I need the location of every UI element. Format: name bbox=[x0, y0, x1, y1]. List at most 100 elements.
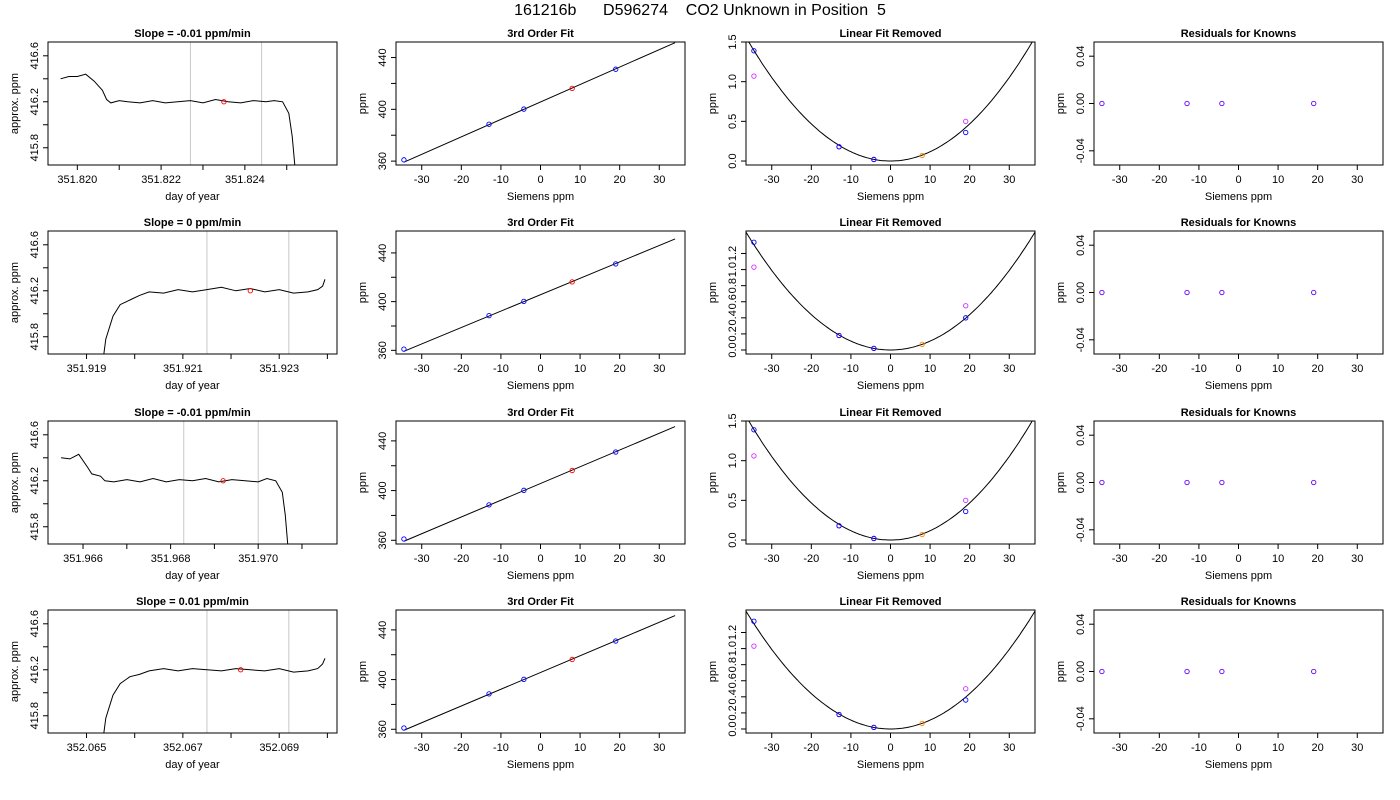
known-point bbox=[521, 298, 527, 305]
plot-frame bbox=[1093, 41, 1384, 166]
plot-data bbox=[1099, 479, 1317, 486]
x-axis-label: day of year bbox=[165, 191, 220, 203]
plot-data bbox=[60, 42, 296, 165]
x-tick-label: 351.820 bbox=[57, 174, 97, 186]
fit-line bbox=[403, 615, 676, 731]
x-tick-label: 30 bbox=[653, 363, 665, 375]
panel-title: Residuals for Knowns bbox=[1181, 407, 1297, 419]
panel-title: Residuals for Knowns bbox=[1181, 217, 1297, 229]
x-tick-label: 10 bbox=[1272, 742, 1284, 754]
x-tick-label: 10 bbox=[574, 742, 586, 754]
residual-point bbox=[1219, 289, 1225, 296]
known-point bbox=[871, 156, 877, 163]
residual-point bbox=[1219, 479, 1225, 486]
x-axis-label: Siemens ppm bbox=[857, 570, 924, 582]
unknown-mean-marker bbox=[221, 99, 227, 105]
known-point bbox=[486, 121, 492, 127]
figure-title: 161216b D596274 CO2 Unknown in Position … bbox=[514, 2, 886, 19]
plot-data bbox=[746, 610, 1035, 731]
x-axis-label: Siemens ppm bbox=[507, 570, 574, 582]
x-tick-label: -10 bbox=[843, 742, 859, 754]
panel-r4-c4: Residuals for Knowns -30 -20 -10 0 10 20 30 -0.0… bbox=[1055, 596, 1384, 771]
x-tick-label: 351.966 bbox=[63, 553, 103, 565]
residual-point bbox=[1311, 289, 1317, 296]
residual-point bbox=[1311, 479, 1317, 486]
known-point bbox=[521, 676, 527, 682]
known-point bbox=[963, 697, 969, 703]
y-axis-label: ppm bbox=[357, 472, 369, 493]
residual-point bbox=[1099, 668, 1105, 675]
plot-frame bbox=[1093, 609, 1384, 734]
x-tick-label: 10 bbox=[924, 742, 936, 754]
y-tick-label: 415.8 bbox=[29, 513, 41, 541]
concentration-trace bbox=[61, 453, 289, 544]
x-axis-label: day of year bbox=[165, 380, 220, 392]
x-tick-label: -10 bbox=[493, 363, 509, 375]
residual-point bbox=[1099, 100, 1105, 107]
unknown-point bbox=[569, 279, 575, 285]
plot-data bbox=[103, 231, 326, 354]
y-tick-label: 415.8 bbox=[29, 323, 41, 351]
panel-r4-c3: Linear Fit Removed -30 -20 -10 0 10 20 30 0.00.2… bbox=[707, 596, 1036, 771]
known-point bbox=[486, 691, 492, 697]
x-tick-label: -30 bbox=[764, 363, 780, 375]
residual-point bbox=[1099, 289, 1105, 296]
panel-title: Residuals for Knowns bbox=[1181, 28, 1297, 40]
fit-curve bbox=[746, 231, 1035, 351]
y-tick-label: -0.04 bbox=[1075, 327, 1087, 352]
x-axis-label: Siemens ppm bbox=[507, 759, 574, 771]
y-axis-label: ppm bbox=[707, 93, 719, 114]
y-axis-label: ppm bbox=[1055, 93, 1067, 114]
y-tick-label: 416.6 bbox=[29, 231, 41, 259]
plot-frame bbox=[745, 420, 1036, 545]
x-tick-label: -10 bbox=[1191, 363, 1207, 375]
y-tick-label: -0.04 bbox=[1075, 706, 1087, 731]
y-tick-label: 1.0 bbox=[727, 74, 739, 89]
y-axis-label: ppm bbox=[707, 661, 719, 682]
x-tick-label: 20 bbox=[1312, 174, 1324, 186]
x-tick-label: 30 bbox=[1351, 742, 1363, 754]
panel-r1-c1: Slope = -0.01 ppm/min 351.820 351.822 351.8… bbox=[9, 28, 338, 203]
y-axis-label: ppm bbox=[1055, 472, 1067, 493]
x-tick-label: -20 bbox=[803, 553, 819, 565]
x-tick-label: 10 bbox=[924, 174, 936, 186]
x-tick-label: -20 bbox=[453, 174, 469, 186]
x-tick-label: -20 bbox=[1151, 553, 1167, 565]
x-tick-label: 20 bbox=[614, 742, 626, 754]
x-tick-label: 20 bbox=[614, 363, 626, 375]
panel-r3-c1: Slope = -0.01 ppm/min 351.966 351.968 351.9… bbox=[9, 407, 338, 582]
y-tick-label: 0.5 bbox=[727, 493, 739, 508]
residual-point bbox=[1099, 479, 1105, 486]
y-tick-label: -0.04 bbox=[1075, 517, 1087, 542]
x-tick-label: 0 bbox=[1235, 553, 1241, 565]
x-tick-label: 10 bbox=[574, 174, 586, 186]
x-tick-label: -10 bbox=[843, 174, 859, 186]
panel-title: Slope = -0.01 ppm/min bbox=[134, 28, 251, 40]
plot-data bbox=[401, 238, 676, 352]
y-tick-label: 416.2 bbox=[29, 656, 41, 684]
x-tick-label: 351.822 bbox=[141, 174, 181, 186]
panel-title: Linear Fit Removed bbox=[839, 217, 941, 229]
known-point bbox=[521, 487, 527, 493]
panel-title: Linear Fit Removed bbox=[839, 28, 941, 40]
known-point bbox=[751, 48, 757, 54]
x-tick-label: -30 bbox=[1112, 363, 1128, 375]
x-tick-label: 0 bbox=[537, 174, 543, 186]
x-tick-label: 351.921 bbox=[163, 363, 203, 375]
x-tick-label: -10 bbox=[1191, 742, 1207, 754]
unknown-point bbox=[919, 531, 925, 538]
y-axis-label: ppm bbox=[1055, 661, 1067, 682]
y-tick-label: 1.5 bbox=[727, 413, 739, 428]
x-tick-label: -20 bbox=[1151, 174, 1167, 186]
x-tick-label: 30 bbox=[1003, 174, 1015, 186]
concentration-trace bbox=[103, 658, 326, 733]
plot-data bbox=[746, 231, 1035, 352]
y-tick-label: 0.5 bbox=[727, 114, 739, 129]
y-tick-label: 440 bbox=[377, 48, 389, 66]
x-axis-label: Siemens ppm bbox=[857, 191, 924, 203]
x-tick-label: 30 bbox=[1351, 174, 1363, 186]
known-point bbox=[836, 523, 842, 529]
concentration-trace bbox=[60, 73, 296, 165]
x-tick-label: 10 bbox=[924, 553, 936, 565]
